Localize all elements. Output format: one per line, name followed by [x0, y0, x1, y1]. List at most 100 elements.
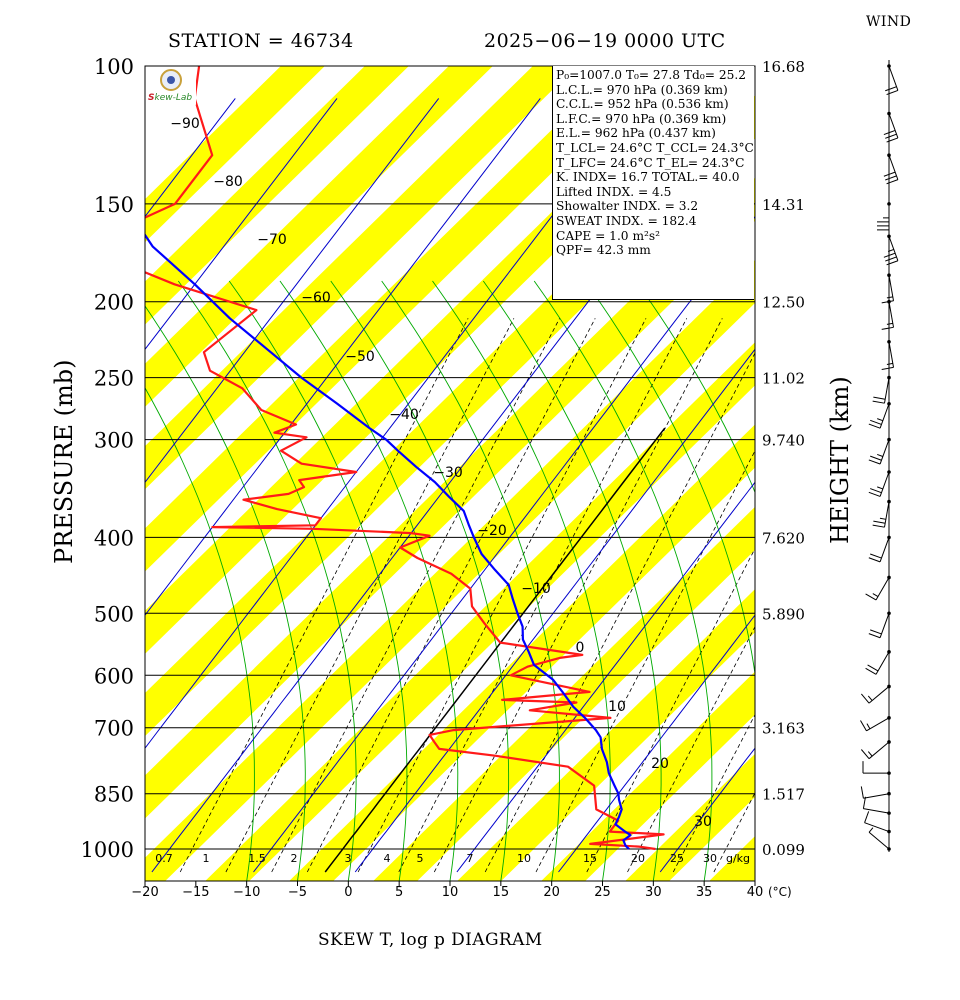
- mixing-ratio-line: [535, 450, 755, 873]
- mixing-ratio-label: 15: [583, 852, 597, 865]
- isotherm-line: [0, 98, 32, 872]
- wind-barb-shaft: [888, 236, 899, 261]
- wind-barb-flag: [885, 133, 897, 139]
- dry-adiabat-band: [145, 66, 325, 243]
- mixing-ratio-label: 0.7: [155, 852, 173, 865]
- mixing-ratio-label: 1: [203, 852, 210, 865]
- dry-adiabat-band: [145, 66, 661, 572]
- wind-barb-flag: [883, 171, 896, 177]
- wind-barb-flag: [860, 720, 867, 732]
- isotherm-labels: −90 −80 −70 −60 −50 −40 −30 −20 −10 0 10 20 30: [170, 116, 712, 830]
- height-tick-label: 14.31: [762, 196, 805, 214]
- dry-adiabat-band: [145, 66, 577, 490]
- height-tick-label: 0.099: [762, 841, 805, 859]
- wind-barb-flag: [868, 459, 881, 465]
- isotherm-value-label: −50: [345, 349, 375, 365]
- mixing-ratio-label: 1.5: [248, 852, 266, 865]
- wind-barb-flag: [881, 326, 894, 330]
- moist-adiabat-line: [279, 280, 459, 881]
- wind-barb-shaft: [888, 155, 899, 180]
- wind-barb-flag: [873, 396, 886, 400]
- dry-adiabat-band: [145, 66, 409, 325]
- height-tick-label: 3.163: [762, 720, 805, 738]
- wind-barb-shaft: [875, 577, 890, 601]
- wind-barb-flag: [860, 749, 870, 760]
- pressure-tick-label: 150: [94, 193, 134, 217]
- index-tlfc: T_LFC= 24.6°C T_EL= 24.3°C: [556, 155, 745, 170]
- wind-barb-flag: [872, 400, 885, 404]
- wind-barb-flag: [870, 553, 882, 559]
- dry-adiabat-band: [900, 0, 960, 941]
- stability-indices-box: P₀=1007.0 T₀= 27.8 Td₀= 25.2 L.C.L.= 970…: [552, 66, 754, 300]
- isotherm-line: [253, 215, 755, 873]
- index-cape: CAPE = 1.0 m²s²: [556, 228, 661, 243]
- mixing-ratio-line: [179, 318, 469, 873]
- isotherm-lines: [0, 98, 960, 873]
- mixing-ratio-label: 3: [345, 852, 352, 865]
- wind-barb-halfflag: [886, 322, 893, 325]
- wind-barb-flag: [868, 633, 881, 639]
- wind-barb-shaft: [863, 808, 890, 814]
- wind-barb-shaft: [883, 377, 890, 404]
- datetime-label: 2025−06−19 0000 UTC: [484, 30, 726, 52]
- mixing-ratio-line: [225, 318, 515, 873]
- height-tick-label: 9.740: [762, 432, 805, 450]
- mixing-ratio-line: [586, 547, 755, 873]
- isotherm-line: [145, 98, 541, 616]
- wind-barb-shaft: [879, 471, 890, 497]
- wind-barb-halfflag: [867, 751, 873, 757]
- index-lifted: Lifted INDX. = 4.5: [556, 184, 672, 199]
- isotherm-value-label: 20: [651, 756, 669, 772]
- moist-adiabat-line: [482, 280, 662, 881]
- wind-barb-flag: [868, 423, 881, 429]
- dry-adiabat-band: [709, 836, 755, 881]
- dry-adiabat-bands: [145, 0, 960, 941]
- wind-barb-flag: [886, 137, 899, 143]
- index-p0: P₀=1007.0 T₀= 27.8 Td₀= 25.2: [556, 68, 746, 82]
- wind-barb-flag: [865, 667, 877, 675]
- dry-adiabat-band: [145, 259, 755, 881]
- pressure-tick-label: 400: [94, 526, 134, 550]
- wind-barb-halfflag: [877, 418, 884, 422]
- wind-barb-halfflag: [872, 593, 879, 597]
- x-tick-label: 10: [442, 885, 459, 900]
- wind-barb-dot: [887, 111, 891, 116]
- isotherm-value-label: −20: [477, 523, 507, 539]
- wind-barb-flag: [868, 557, 881, 563]
- mixing-ratio-label: 7: [467, 852, 474, 865]
- wind-barb-flag: [862, 796, 866, 809]
- mixing-ratio-line: [357, 318, 647, 873]
- mixing-ratio-label: 25: [670, 852, 684, 865]
- wind-barb-flag: [860, 786, 864, 799]
- wind-barb-halfflag: [868, 827, 874, 833]
- skewlab-logo: Skew-Lab: [146, 67, 196, 107]
- wind-barb-halfflag: [867, 695, 873, 701]
- height-tick-label: 5.890: [762, 605, 805, 623]
- pressure-tick-label: 100: [94, 55, 134, 79]
- index-qpf: QPF= 42.3 mm: [556, 243, 651, 258]
- mixing-unit-label: g/kg: [726, 852, 750, 865]
- x-tick-label: 15: [493, 885, 510, 900]
- wind-barb-flag: [865, 593, 877, 601]
- pressure-tick-label: 1000: [81, 838, 134, 862]
- index-tlcl: T_LCL= 24.6°C T_CCL= 24.3°C: [556, 140, 754, 155]
- isotherm-line: [762, 98, 960, 872]
- isotherm-line: [558, 614, 755, 873]
- index-kindex: K. INDX= 16.7 TOTAL.= 40.0: [556, 170, 740, 185]
- x-tick-label: −20: [131, 885, 158, 900]
- x-tick-label: −10: [233, 885, 260, 900]
- freezing-reference-line: [324, 427, 666, 873]
- height-tick-label: 7.620: [762, 529, 805, 547]
- moist-adiabat-lines: [145, 280, 755, 881]
- x-tick-label: −15: [182, 885, 209, 900]
- isotherm-value-label: −70: [257, 232, 287, 248]
- isotherm-line: [659, 747, 755, 873]
- dry-adiabat-band: [289, 424, 755, 881]
- x-tick-label: −5: [288, 885, 307, 900]
- moist-adiabat-line: [635, 280, 755, 494]
- isotherm-value-label: −10: [521, 581, 551, 597]
- wind-barb-halfflag: [886, 296, 893, 299]
- axis-tick-labels: 100150200250300400500600700850100016.681…: [81, 55, 805, 900]
- moist-adiabat-line: [432, 280, 611, 881]
- moist-adiabat-line: [145, 305, 306, 881]
